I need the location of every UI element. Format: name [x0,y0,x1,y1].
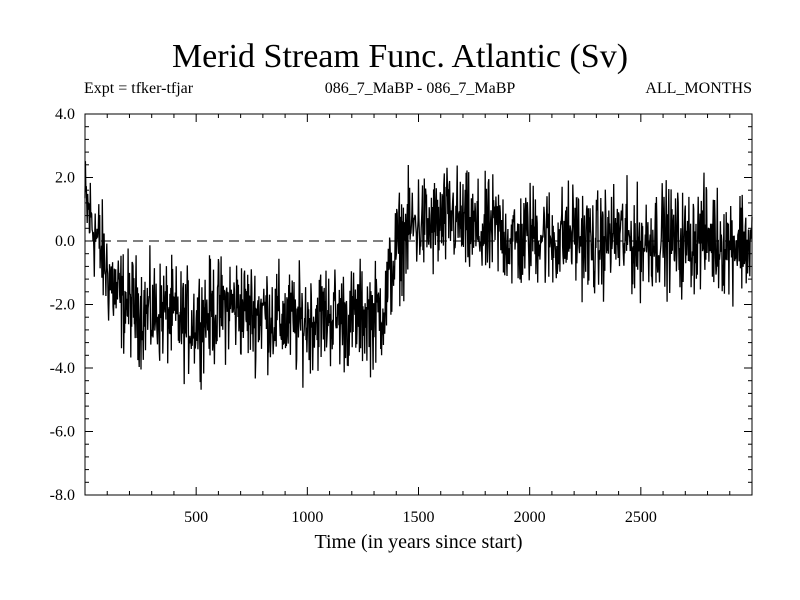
plot-frame [84,113,753,496]
months-label: ALL_MONTHS [645,80,752,97]
axis-ticks [85,113,752,496]
x-tick-label: 1500 [403,509,435,526]
series-line [84,161,753,390]
experiment-label: Expt = tfker-tfjar [84,80,194,97]
x-tick-label: 500 [184,509,208,526]
period-label: 086_7_MaBP - 086_7_MaBP [324,80,516,97]
chart-title: Merid Stream Func. Atlantic (Sv) [171,38,629,75]
x-tick-label: 2000 [514,509,546,526]
tick-labels: 500 1000 1500 2000 2500 4.0 2.0 0.0 -2.0 -4.0 -6.0… [50,106,657,526]
y-tick-label: 2.0 [55,170,75,187]
y-tick-label: -8.0 [50,487,75,504]
x-tick-label: 1000 [291,509,323,526]
y-tick-label: -2.0 [50,297,75,314]
y-tick-label: 4.0 [55,106,75,123]
x-tick-label: 2500 [625,509,657,526]
x-axis-label: Time (in years since start) [314,531,522,553]
y-tick-label: -4.0 [50,360,75,377]
y-tick-label: 0.0 [55,233,75,250]
y-tick-label: -6.0 [50,424,75,441]
